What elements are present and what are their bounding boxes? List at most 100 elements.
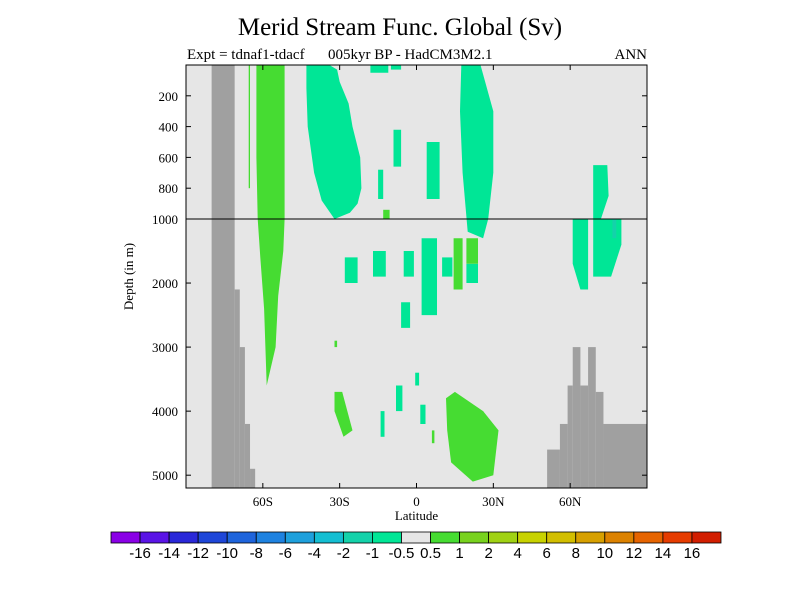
colorbar-swatch-3 <box>197 531 228 544</box>
contour-region-12 <box>373 251 386 277</box>
contour-region-5 <box>390 65 402 70</box>
colorbar-swatch-4 <box>226 531 257 544</box>
land-mask-4 <box>250 468 256 488</box>
y-tick-label: 3000 <box>152 340 178 355</box>
colorbar-label: 8 <box>572 545 580 562</box>
contour-region-6 <box>393 129 402 167</box>
chart-title: Merid Stream Func. Global (Sv) <box>237 14 563 41</box>
contour-region-11 <box>344 257 358 283</box>
colorbar-label: 6 <box>543 545 551 562</box>
colorbar-swatch-7 <box>313 531 344 544</box>
colorbar-label: 14 <box>655 545 672 562</box>
contour-region-3 <box>315 71 323 115</box>
colorbar-label: -2 <box>337 545 350 562</box>
contour-region-1 <box>248 65 250 189</box>
contour-region-18 <box>466 238 478 264</box>
contour-region-21 <box>572 219 589 290</box>
y-tick-label: 400 <box>159 120 179 135</box>
contour-region-22 <box>593 165 609 219</box>
contour-region-19 <box>453 238 463 290</box>
colorbar-label: 0.5 <box>420 545 441 562</box>
y-tick-label: 1000 <box>152 212 178 227</box>
colorbar-swatch-16 <box>575 531 606 544</box>
contour-region-28 <box>446 391 499 482</box>
y-tick-label: 2000 <box>152 276 178 291</box>
colorbar-swatch-0 <box>110 531 141 544</box>
colorbar-swatch-13 <box>488 531 519 544</box>
colorbar-swatch-20 <box>691 531 722 544</box>
contour-region-8 <box>460 65 494 239</box>
land-mask-0 <box>211 65 235 488</box>
colorbar-swatch-1 <box>139 531 170 544</box>
x-axis-label: Latitude <box>395 508 439 523</box>
colorbar-label: 10 <box>596 545 613 562</box>
land-mask-1 <box>234 289 240 488</box>
land-mask-8 <box>572 347 581 488</box>
land-mask-12 <box>603 423 647 488</box>
colorbar-label: 4 <box>513 545 521 562</box>
contour-region-13 <box>403 251 414 277</box>
colorbar-label: -16 <box>129 545 151 562</box>
contour-region-26 <box>380 411 385 437</box>
colorbar-swatch-8 <box>342 531 373 544</box>
y-tick-label: 600 <box>159 150 179 165</box>
colorbar-label: -0.5 <box>389 545 415 562</box>
colorbar-label: 1 <box>455 545 463 562</box>
x-tick-label: 30S <box>330 494 350 509</box>
x-tick-label: 60S <box>253 494 273 509</box>
contour-region-29 <box>431 430 435 444</box>
land-mask-2 <box>239 347 245 488</box>
x-tick-label: 0 <box>413 494 420 509</box>
colorbar-label: -12 <box>187 545 209 562</box>
colorbar-label: -4 <box>308 545 321 562</box>
contour-region-20 <box>334 340 338 348</box>
colorbar-swatch-18 <box>633 531 664 544</box>
land-mask-3 <box>244 423 251 488</box>
y-axis-label: Depth (in m) <box>121 243 136 310</box>
contour-region-17 <box>466 263 478 283</box>
colorbar-swatch-12 <box>459 531 490 544</box>
contour-region-0 <box>256 65 285 386</box>
contour-region-25 <box>334 391 353 437</box>
y-tick-label: 5000 <box>152 468 178 483</box>
land-mask-11 <box>595 391 604 488</box>
contour-region-4 <box>370 65 389 73</box>
colorbar-swatch-9 <box>372 531 402 544</box>
colorbar-swatch-17 <box>604 531 635 544</box>
contour-region-9 <box>426 142 440 199</box>
contour-region-24 <box>612 219 617 239</box>
contour-region-15 <box>442 257 453 277</box>
experiment-label: Expt = tdnaf1-tdacf <box>187 47 305 63</box>
y-tick-label: 800 <box>159 181 179 196</box>
colorbar-swatch-19 <box>662 531 693 544</box>
colorbar-swatch-5 <box>255 531 286 544</box>
contour-region-27 <box>396 385 403 412</box>
colorbar-label: -14 <box>158 545 180 562</box>
contour-region-31 <box>420 404 426 424</box>
colorbar-label: -8 <box>250 545 263 562</box>
land-mask-7 <box>567 385 573 488</box>
land-mask-5 <box>547 449 560 488</box>
land-mask-6 <box>559 423 568 488</box>
contour-region-14 <box>421 238 437 316</box>
x-tick-label: 60N <box>559 494 582 509</box>
run-label: 005kyr BP - HadCM3M2.1 <box>328 47 493 63</box>
colorbar-swatch-15 <box>546 531 577 544</box>
colorbar-swatch-6 <box>284 531 315 544</box>
land-mask-10 <box>588 347 596 488</box>
x-tick-label: 30N <box>482 494 505 509</box>
contour-region-30 <box>415 372 420 386</box>
colorbar-label: -10 <box>216 545 238 562</box>
colorbar-label: -6 <box>279 545 292 562</box>
colorbar-label: 2 <box>484 545 492 562</box>
contour-region-7 <box>378 169 384 199</box>
y-tick-label: 4000 <box>152 404 178 419</box>
contour-region-16 <box>401 302 411 328</box>
season-label: ANN <box>614 47 648 63</box>
colorbar-label: 16 <box>684 545 701 562</box>
y-tick-label: 200 <box>159 89 179 104</box>
colorbar-swatch-11 <box>430 531 460 544</box>
colorbar-label: -1 <box>366 545 379 562</box>
colorbar-label: 12 <box>626 545 643 562</box>
